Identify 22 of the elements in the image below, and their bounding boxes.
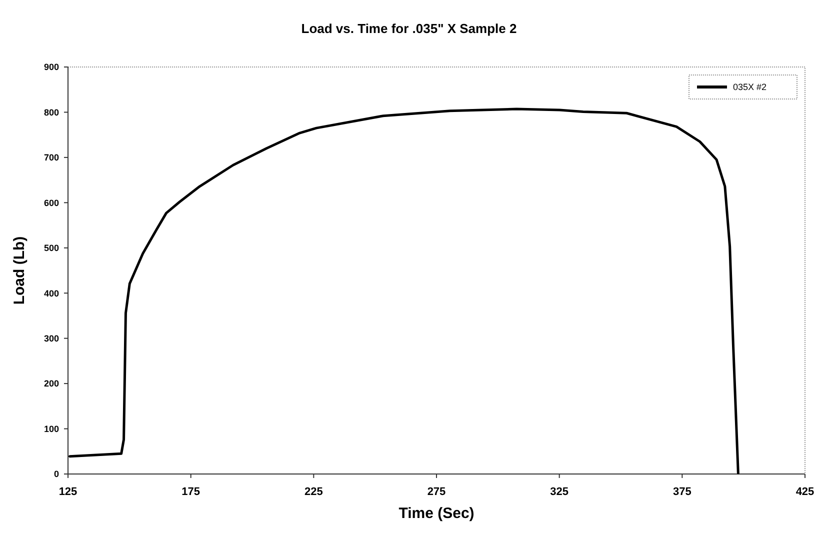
y-tick-label: 200 [44, 378, 59, 389]
x-tick-label: 225 [304, 486, 323, 498]
y-axis-title: Load (Lb) [11, 236, 28, 305]
x-tick-label: 275 [427, 486, 446, 498]
x-tick-label: 425 [796, 486, 814, 498]
legend-label: 035X #2 [733, 82, 767, 92]
y-tick-label: 600 [44, 198, 59, 208]
y-tick-label: 0 [54, 469, 59, 480]
x-tick-label: 375 [672, 486, 692, 498]
y-tick-label: 400 [44, 288, 59, 298]
y-tick-label: 500 [44, 243, 59, 254]
y-tick-label: 800 [44, 107, 59, 118]
chart-title: Load vs. Time for .035" X Sample 2 [301, 21, 517, 36]
y-tick-label: 900 [44, 62, 59, 72]
y-tick-label: 100 [44, 424, 59, 434]
y-tick-label: 700 [44, 152, 59, 163]
x-tick-label: 325 [550, 486, 569, 498]
line-series [68, 108, 740, 474]
y-tick-label: 300 [44, 333, 59, 344]
x-axis-title: Time (Sec) [398, 505, 474, 522]
x-tick-label: 175 [182, 486, 200, 498]
x-tick-label: 125 [58, 486, 78, 498]
